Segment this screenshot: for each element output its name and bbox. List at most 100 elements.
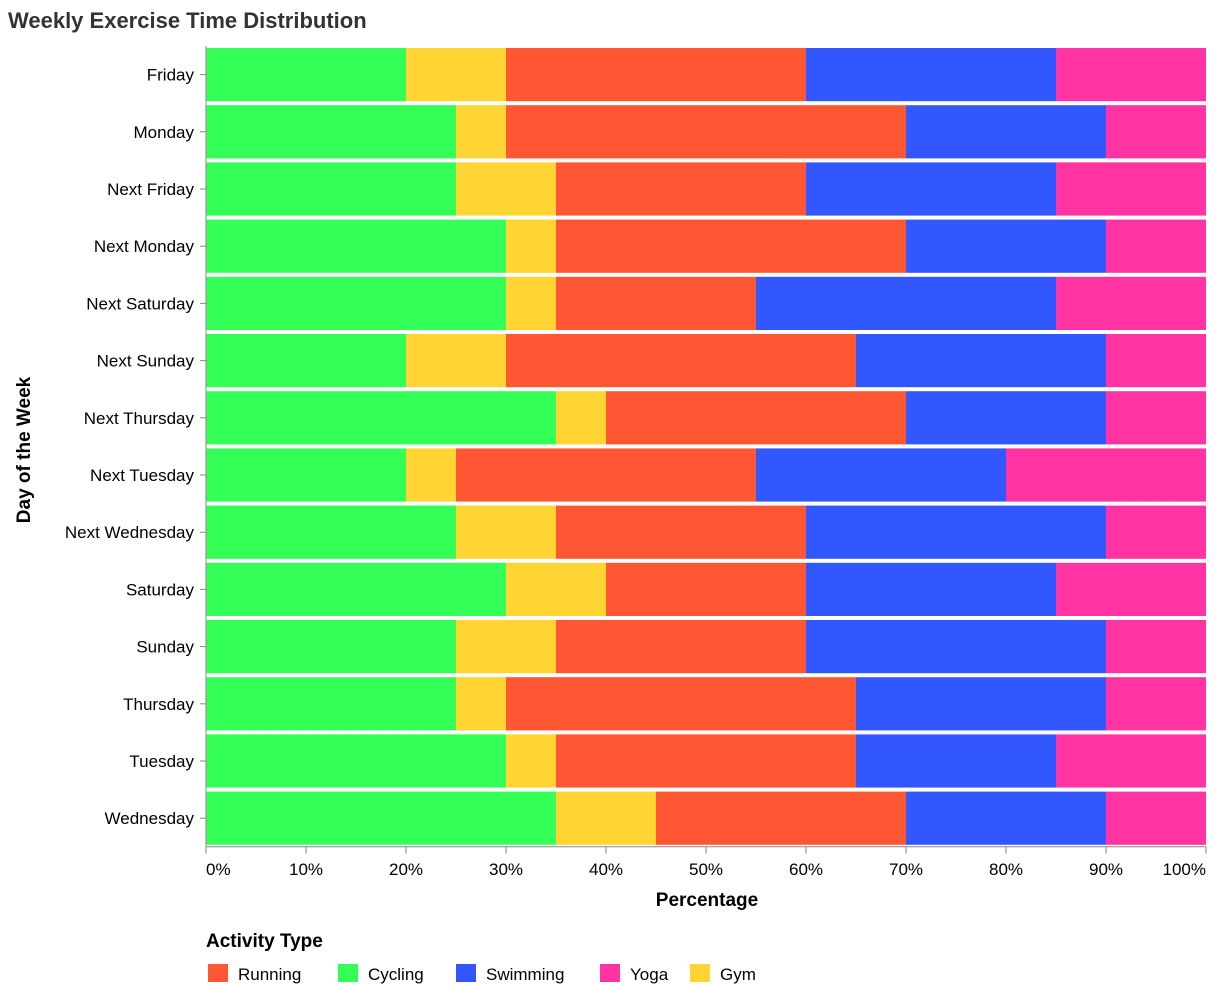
y-tick-label-sunday: Sunday bbox=[136, 638, 194, 657]
bar-tuesday-running bbox=[556, 734, 856, 788]
bar-tuesday-gym bbox=[506, 734, 556, 788]
bar-friday-cycling bbox=[206, 48, 406, 102]
bar-monday-gym bbox=[456, 105, 506, 159]
bar-sunday-yoga bbox=[1106, 620, 1206, 674]
legend-label-swimming: Swimming bbox=[486, 965, 564, 984]
legend-label-cycling: Cycling bbox=[368, 965, 424, 984]
bar-next-tuesday-yoga bbox=[1006, 448, 1206, 502]
bar-monday-cycling bbox=[206, 105, 456, 159]
legend-title: Activity Type bbox=[206, 931, 323, 952]
bar-next-wednesday-running bbox=[556, 505, 806, 559]
bar-next-monday-yoga bbox=[1106, 219, 1206, 273]
bar-tuesday-swimming bbox=[856, 734, 1056, 788]
bar-next-tuesday-gym bbox=[406, 448, 456, 502]
bar-wednesday-yoga bbox=[1106, 791, 1206, 845]
bar-next-tuesday-swimming bbox=[756, 448, 1006, 502]
bar-friday-running bbox=[506, 48, 806, 102]
bar-next-tuesday-cycling bbox=[206, 448, 406, 502]
bar-next-thursday-cycling bbox=[206, 391, 556, 445]
legend-swatch-yoga bbox=[600, 964, 620, 982]
bar-tuesday-yoga bbox=[1056, 734, 1206, 788]
y-axis: Friday Monday Next Friday Next Monday Next S… bbox=[65, 46, 207, 847]
bar-next-friday-cycling bbox=[206, 162, 456, 216]
legend-label-yoga: Yoga bbox=[630, 965, 669, 984]
bar-next-monday-cycling bbox=[206, 219, 506, 273]
x-tick-label: 50% bbox=[689, 860, 723, 879]
x-tick-label: 0% bbox=[206, 860, 231, 879]
bar-sunday-cycling bbox=[206, 620, 456, 674]
bar-next-sunday-swimming bbox=[856, 334, 1106, 388]
bar-friday-swimming bbox=[806, 48, 1056, 102]
bar-friday-gym bbox=[406, 48, 506, 102]
bar-next-friday-running bbox=[556, 162, 806, 216]
bar-wednesday-cycling bbox=[206, 791, 556, 845]
bar-next-sunday-yoga bbox=[1106, 334, 1206, 388]
bar-next-saturday-running bbox=[556, 276, 756, 330]
bar-next-wednesday-gym bbox=[456, 505, 556, 559]
bar-sunday-running bbox=[556, 620, 806, 674]
bar-next-friday-swimming bbox=[806, 162, 1056, 216]
x-tick-label: 100% bbox=[1163, 860, 1206, 879]
bar-saturday-running bbox=[606, 562, 806, 616]
bar-next-wednesday-cycling bbox=[206, 505, 456, 559]
bar-saturday-cycling bbox=[206, 562, 506, 616]
legend-label-gym: Gym bbox=[720, 965, 756, 984]
y-tick-label-next-saturday: Next Saturday bbox=[86, 294, 194, 313]
bar-next-tuesday-running bbox=[456, 448, 756, 502]
y-tick-label-next-monday: Next Monday bbox=[94, 237, 195, 256]
x-tick-label: 40% bbox=[589, 860, 623, 879]
chart-title: Weekly Exercise Time Distribution bbox=[8, 8, 367, 33]
legend-swatch-swimming bbox=[456, 964, 476, 982]
legend-swatch-gym bbox=[690, 964, 710, 982]
y-tick-label-friday: Friday bbox=[147, 66, 195, 85]
bar-monday-yoga bbox=[1106, 105, 1206, 159]
bar-next-wednesday-swimming bbox=[806, 505, 1106, 559]
legend-swatch-running bbox=[208, 964, 228, 982]
bar-monday-swimming bbox=[906, 105, 1106, 159]
y-tick-label-saturday: Saturday bbox=[126, 580, 195, 599]
x-tick-label: 70% bbox=[889, 860, 923, 879]
bar-next-sunday-running bbox=[506, 334, 856, 388]
bar-thursday-swimming bbox=[856, 677, 1106, 731]
y-tick-label-next-sunday: Next Sunday bbox=[97, 352, 195, 371]
bar-next-saturday-yoga bbox=[1056, 276, 1206, 330]
x-tick-label: 20% bbox=[389, 860, 423, 879]
y-tick-label-thursday: Thursday bbox=[123, 695, 194, 714]
y-axis-title: Day of the Week bbox=[14, 376, 35, 523]
bar-wednesday-gym bbox=[556, 791, 656, 845]
bar-next-thursday-gym bbox=[556, 391, 606, 445]
y-tick-label-next-thursday: Next Thursday bbox=[84, 409, 195, 428]
bar-next-saturday-swimming bbox=[756, 276, 1056, 330]
bar-next-thursday-swimming bbox=[906, 391, 1106, 445]
legend-swatch-cycling bbox=[338, 964, 358, 982]
x-tick-label: 90% bbox=[1089, 860, 1123, 879]
bar-thursday-cycling bbox=[206, 677, 456, 731]
bar-next-saturday-cycling bbox=[206, 276, 506, 330]
bar-next-thursday-running bbox=[606, 391, 906, 445]
bar-next-monday-swimming bbox=[906, 219, 1106, 273]
bar-next-friday-yoga bbox=[1056, 162, 1206, 216]
bar-saturday-gym bbox=[506, 562, 606, 616]
x-tick-label: 30% bbox=[489, 860, 523, 879]
bar-tuesday-cycling bbox=[206, 734, 506, 788]
bar-next-monday-running bbox=[556, 219, 906, 273]
y-tick-label-wednesday: Wednesday bbox=[105, 809, 195, 828]
y-tick-label-monday: Monday bbox=[134, 123, 195, 142]
bar-next-saturday-gym bbox=[506, 276, 556, 330]
x-axis-title: Percentage bbox=[656, 890, 758, 911]
x-tick-label: 10% bbox=[289, 860, 323, 879]
bar-thursday-gym bbox=[456, 677, 506, 731]
bar-monday-running bbox=[506, 105, 906, 159]
x-axis: 0% 10% 20% 30% 40% 50% 60% 70% 80% 90% 100% bbox=[205, 846, 1207, 879]
legend-label-running: Running bbox=[238, 965, 301, 984]
bar-next-wednesday-yoga bbox=[1106, 505, 1206, 559]
y-tick-label-tuesday: Tuesday bbox=[129, 752, 194, 771]
bar-saturday-yoga bbox=[1056, 562, 1206, 616]
bar-thursday-running bbox=[506, 677, 856, 731]
y-tick-label-next-friday: Next Friday bbox=[107, 180, 194, 199]
bar-wednesday-swimming bbox=[906, 791, 1106, 845]
legend: Running Cycling Swimming Yoga Gym bbox=[208, 964, 756, 984]
bar-thursday-yoga bbox=[1106, 677, 1206, 731]
y-tick-label-next-wednesday: Next Wednesday bbox=[65, 523, 195, 542]
